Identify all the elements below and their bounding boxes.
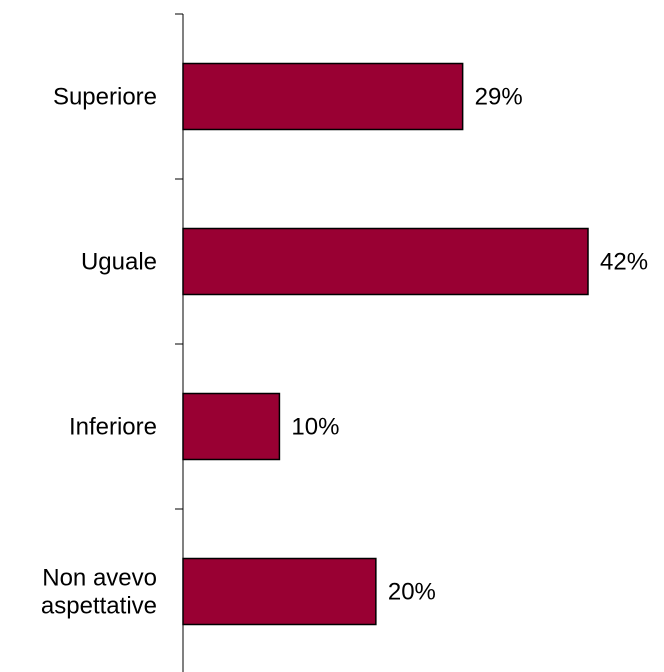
value-label: 42% (600, 249, 648, 276)
category-label: Inferiore (69, 414, 157, 441)
bars (182, 62, 589, 626)
value-labels: 29% 42% 10% 20% (291, 84, 648, 606)
y-axis (175, 13, 184, 672)
value-label: 29% (475, 84, 523, 111)
category-label: Non avevo aspettative (41, 565, 157, 620)
bar (182, 557, 377, 626)
bar (182, 227, 589, 296)
value-label: 20% (388, 579, 436, 606)
category-label: Superiore (53, 84, 157, 111)
bar (182, 62, 464, 131)
value-label: 10% (291, 414, 339, 441)
category-label: Uguale (81, 249, 157, 276)
bar (182, 392, 281, 461)
category-labels: Superiore Uguale Inferiore Non avevo aspetta… (41, 84, 157, 620)
